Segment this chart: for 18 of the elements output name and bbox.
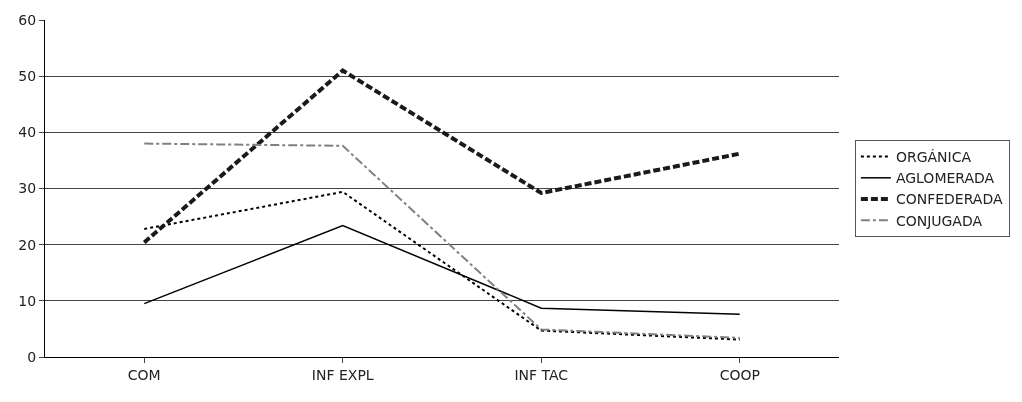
x-tick-label: COM <box>127 366 161 383</box>
legend-label: CONFEDERADA <box>895 191 1003 208</box>
legend-label: AGLOMERADA <box>895 170 995 187</box>
x-tick-label: COOP <box>719 366 760 383</box>
y-tick-label: 50 <box>18 68 37 85</box>
y-tick-label: 60 <box>18 11 37 28</box>
line-series <box>143 142 741 339</box>
line-series <box>142 68 742 245</box>
y-tick-label: 30 <box>18 180 37 197</box>
x-tick-label: INF EXPL <box>311 366 374 383</box>
legend-label: CONJUGADA <box>895 212 983 229</box>
y-tick-label: 20 <box>18 236 37 253</box>
legend-label: ORGÁNICA <box>895 149 972 166</box>
line-series <box>143 190 741 341</box>
y-tick-label: 0 <box>27 348 37 365</box>
y-tick-label: 40 <box>18 124 37 141</box>
x-tick-label: INF TAC <box>514 366 569 383</box>
y-tick-label: 10 <box>18 292 37 309</box>
